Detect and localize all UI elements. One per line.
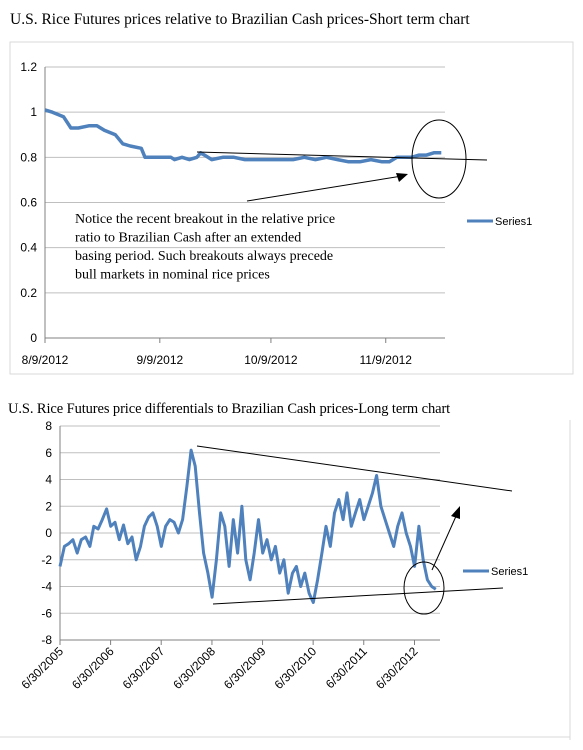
chart2-y-tick-label: 4 [45,473,52,487]
chart2-markup [196,445,513,615]
chart2-y-tick-label: 8 [45,419,52,433]
chart1-highlight-circle [411,119,467,199]
chart2-x-tick-label: 6/30/2010 [272,644,320,692]
chart2-arrow-head [451,506,460,519]
chart1-y-tick-label: 0.8 [20,150,37,164]
chart2-legend-label: Series1 [491,566,528,578]
chart2-y-axis: -8 -6 -4 -2 0 2 4 6 8 [41,419,61,647]
chart2-series-line [58,448,437,604]
chart1-y-tick-label: 0 [30,331,37,345]
chart2-x-tick-label: 6/30/2012 [373,644,421,692]
chart1-legend: Series1 [467,216,532,228]
chart2-x-tick-label: 6/30/2008 [170,644,218,692]
chart1-x-tick-label: 11/9/2012 [359,353,412,367]
chart1-y-tick-label: 0.4 [20,241,37,255]
chart2-x-tick-label: 6/30/2006 [69,644,117,692]
chart2-y-tick-label: -2 [41,553,52,567]
chart1-arrow-shaft [246,175,403,202]
chart2-gridlines [60,425,440,641]
chart2-legend: Series1 [463,566,528,578]
chart1-series-line [44,108,442,164]
chart1-x-tick-label: 8/9/2012 [22,353,69,367]
chart1-y-tick-label: 0.2 [20,286,37,300]
chart1-x-tick-label: 9/9/2012 [136,353,183,367]
chart2-x-axis: 6/30/2005 6/30/2006 6/30/2007 6/30/2008 6/30… [18,639,440,692]
chart2-title: U.S. Rice Futures price differentials to… [8,401,451,417]
chart1-annotation-line: ratio to Brazilian Cash after an extende… [75,231,301,246]
chart1-trendline [196,151,488,161]
chart1-legend-label: Series1 [495,216,532,228]
chart1-series [44,108,442,164]
chart1-annotation-line: Notice the recent breakout in the relati… [75,212,335,227]
chart2-arrow-shaft [431,513,458,571]
chart1-y-tick-label: 0.6 [20,196,37,210]
chart1-x-tick-label: 10/9/2012 [244,353,298,367]
chart1-annotation-line: basing period. Such breakouts always pre… [75,249,333,264]
chart1-arrow-head [396,173,408,182]
chart2-y-tick-label: -8 [41,633,52,647]
chart1-y-axis: 0 0.2 0.4 0.6 0.8 1 1.2 [20,60,46,345]
chart2-lower-trendline [212,587,504,605]
chart1-gridlines [45,66,445,339]
chart1-annotation-line: bull markets in nominal rice prices [75,268,270,283]
chart1-markup [196,119,488,202]
chart2-y-tick-label: 2 [45,499,52,513]
chart2-series [58,448,437,604]
chart2-y-tick-label: -6 [41,606,52,620]
chart1-title: U.S. Rice Futures prices relative to Bra… [10,11,470,28]
chart2-upper-trendline [196,445,513,492]
chart2-highlight-circle [403,561,445,615]
chart1-x-axis: 8/9/2012 9/9/2012 10/9/2012 11/9/2012 [22,337,445,367]
chart2-y-tick-label: 6 [45,446,52,460]
chart2-y-tick-label: 0 [45,526,52,540]
chart1-annotation: Notice the recent breakout in the relati… [75,212,335,283]
chart2-x-tick-label: 6/30/2011 [323,644,370,691]
chart2-x-tick-label: 6/30/2009 [221,644,269,692]
chart2-x-tick-label: 6/30/2007 [120,644,168,692]
chart2-x-tick-label: 6/30/2005 [18,644,66,692]
chart1-y-tick-label: 1 [30,105,37,119]
chart1-frame [9,41,574,375]
chart1-y-tick-label: 1.2 [20,60,37,74]
chart2-y-tick-label: -4 [41,580,52,594]
